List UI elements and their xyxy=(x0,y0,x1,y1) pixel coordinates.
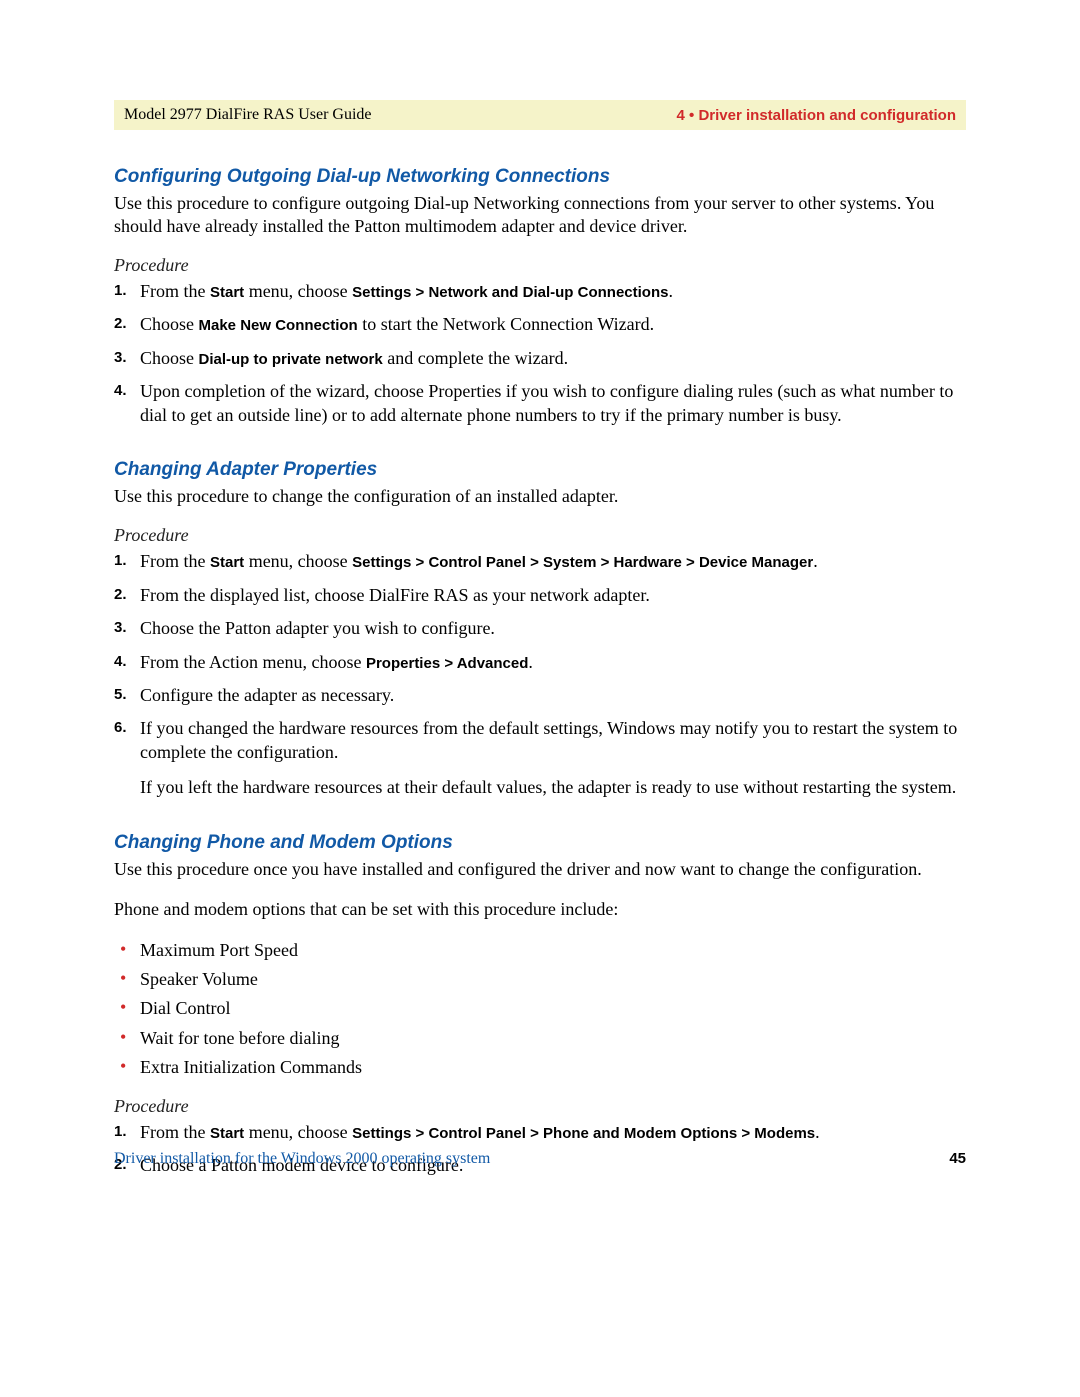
list-item-text: Extra Initialization Commands xyxy=(140,1056,362,1079)
list-item: •Wait for tone before dialing xyxy=(114,1027,966,1050)
procedure-list: 1.From the Start menu, choose Settings >… xyxy=(114,550,966,799)
step-text: Choose Dial-up to private network and co… xyxy=(140,347,966,370)
step-number: 1. xyxy=(114,280,140,303)
section-intro: Use this procedure to change the configu… xyxy=(114,485,966,508)
step-text: From the Start menu, choose Settings > C… xyxy=(140,550,966,573)
list-item: •Dial Control xyxy=(114,997,966,1020)
step-text: Choose the Patton adapter you wish to co… xyxy=(140,617,966,640)
step-text: From the Start menu, choose Settings > N… xyxy=(140,280,966,303)
section-heading: Changing Adapter Properties xyxy=(114,459,966,481)
bullet-icon: • xyxy=(114,997,140,1020)
step-number: 6. xyxy=(114,717,140,799)
options-list: •Maximum Port Speed•Speaker Volume•Dial … xyxy=(114,939,966,1080)
procedure-step: 1.From the Start menu, choose Settings >… xyxy=(114,280,966,303)
step-number: 2. xyxy=(114,313,140,336)
list-item: •Maximum Port Speed xyxy=(114,939,966,962)
list-item-text: Wait for tone before dialing xyxy=(140,1027,339,1050)
procedure-label: Procedure xyxy=(114,525,966,546)
step-number: 4. xyxy=(114,380,140,427)
step-number: 2. xyxy=(114,584,140,607)
procedure-step: 2.Choose Make New Connection to start th… xyxy=(114,313,966,336)
procedure-step: 6.If you changed the hardware resources … xyxy=(114,717,966,799)
list-item-text: Speaker Volume xyxy=(140,968,258,991)
step-text: Upon completion of the wizard, choose Pr… xyxy=(140,380,966,427)
bullet-icon: • xyxy=(114,1027,140,1050)
procedure-step: 4.From the Action menu, choose Propertie… xyxy=(114,651,966,674)
section-intro: Use this procedure to configure outgoing… xyxy=(114,192,966,237)
procedure-step: 3.Choose the Patton adapter you wish to … xyxy=(114,617,966,640)
step-text: Configure the adapter as necessary. xyxy=(140,684,966,707)
page-content: Model 2977 DialFire RAS User Guide 4 • D… xyxy=(114,100,966,1191)
procedure-step: 1.From the Start menu, choose Settings >… xyxy=(114,550,966,573)
step-text: Choose Make New Connection to start the … xyxy=(140,313,966,336)
procedure-step: 4.Upon completion of the wizard, choose … xyxy=(114,380,966,427)
step-text: From the displayed list, choose DialFire… xyxy=(140,584,966,607)
procedure-label: Procedure xyxy=(114,1096,966,1117)
procedure-step: 3.Choose Dial-up to private network and … xyxy=(114,347,966,370)
procedure-list: 1.From the Start menu, choose Settings >… xyxy=(114,280,966,427)
section-heading: Configuring Outgoing Dial-up Networking … xyxy=(114,166,966,188)
step-number: 5. xyxy=(114,684,140,707)
bullet-icon: • xyxy=(114,939,140,962)
section-intro: Use this procedure once you have install… xyxy=(114,858,966,881)
step-text: If you changed the hardware resources fr… xyxy=(140,717,966,799)
step-number: 1. xyxy=(114,1121,140,1144)
header-left-text: Model 2977 DialFire RAS User Guide xyxy=(124,106,372,124)
step-number: 4. xyxy=(114,651,140,674)
step-number: 3. xyxy=(114,347,140,370)
list-item-text: Maximum Port Speed xyxy=(140,939,298,962)
procedure-step: 2.From the displayed list, choose DialFi… xyxy=(114,584,966,607)
procedure-list: 1.From the Start menu, choose Settings >… xyxy=(114,1121,966,1178)
procedure-step: 5.Configure the adapter as necessary. xyxy=(114,684,966,707)
footer-page-number: 45 xyxy=(949,1150,966,1167)
list-item: •Speaker Volume xyxy=(114,968,966,991)
list-item-text: Dial Control xyxy=(140,997,231,1020)
page-footer: Driver installation for the Windows 2000… xyxy=(114,1150,966,1168)
list-item: •Extra Initialization Commands xyxy=(114,1056,966,1079)
bullet-icon: • xyxy=(114,968,140,991)
header-right-text: 4 • Driver installation and configuratio… xyxy=(677,107,956,124)
step-text: From the Start menu, choose Settings > C… xyxy=(140,1121,966,1144)
step-number: 3. xyxy=(114,617,140,640)
page-header-bar: Model 2977 DialFire RAS User Guide 4 • D… xyxy=(114,100,966,130)
step-text: From the Action menu, choose Properties … xyxy=(140,651,966,674)
procedure-label: Procedure xyxy=(114,255,966,276)
procedure-step: 1.From the Start menu, choose Settings >… xyxy=(114,1121,966,1144)
step-extra-text: If you left the hardware resources at th… xyxy=(140,776,966,799)
section-heading: Changing Phone and Modem Options xyxy=(114,832,966,854)
footer-left-text: Driver installation for the Windows 2000… xyxy=(114,1150,490,1168)
bullet-icon: • xyxy=(114,1056,140,1079)
step-number: 1. xyxy=(114,550,140,573)
section-intro2: Phone and modem options that can be set … xyxy=(114,898,966,921)
